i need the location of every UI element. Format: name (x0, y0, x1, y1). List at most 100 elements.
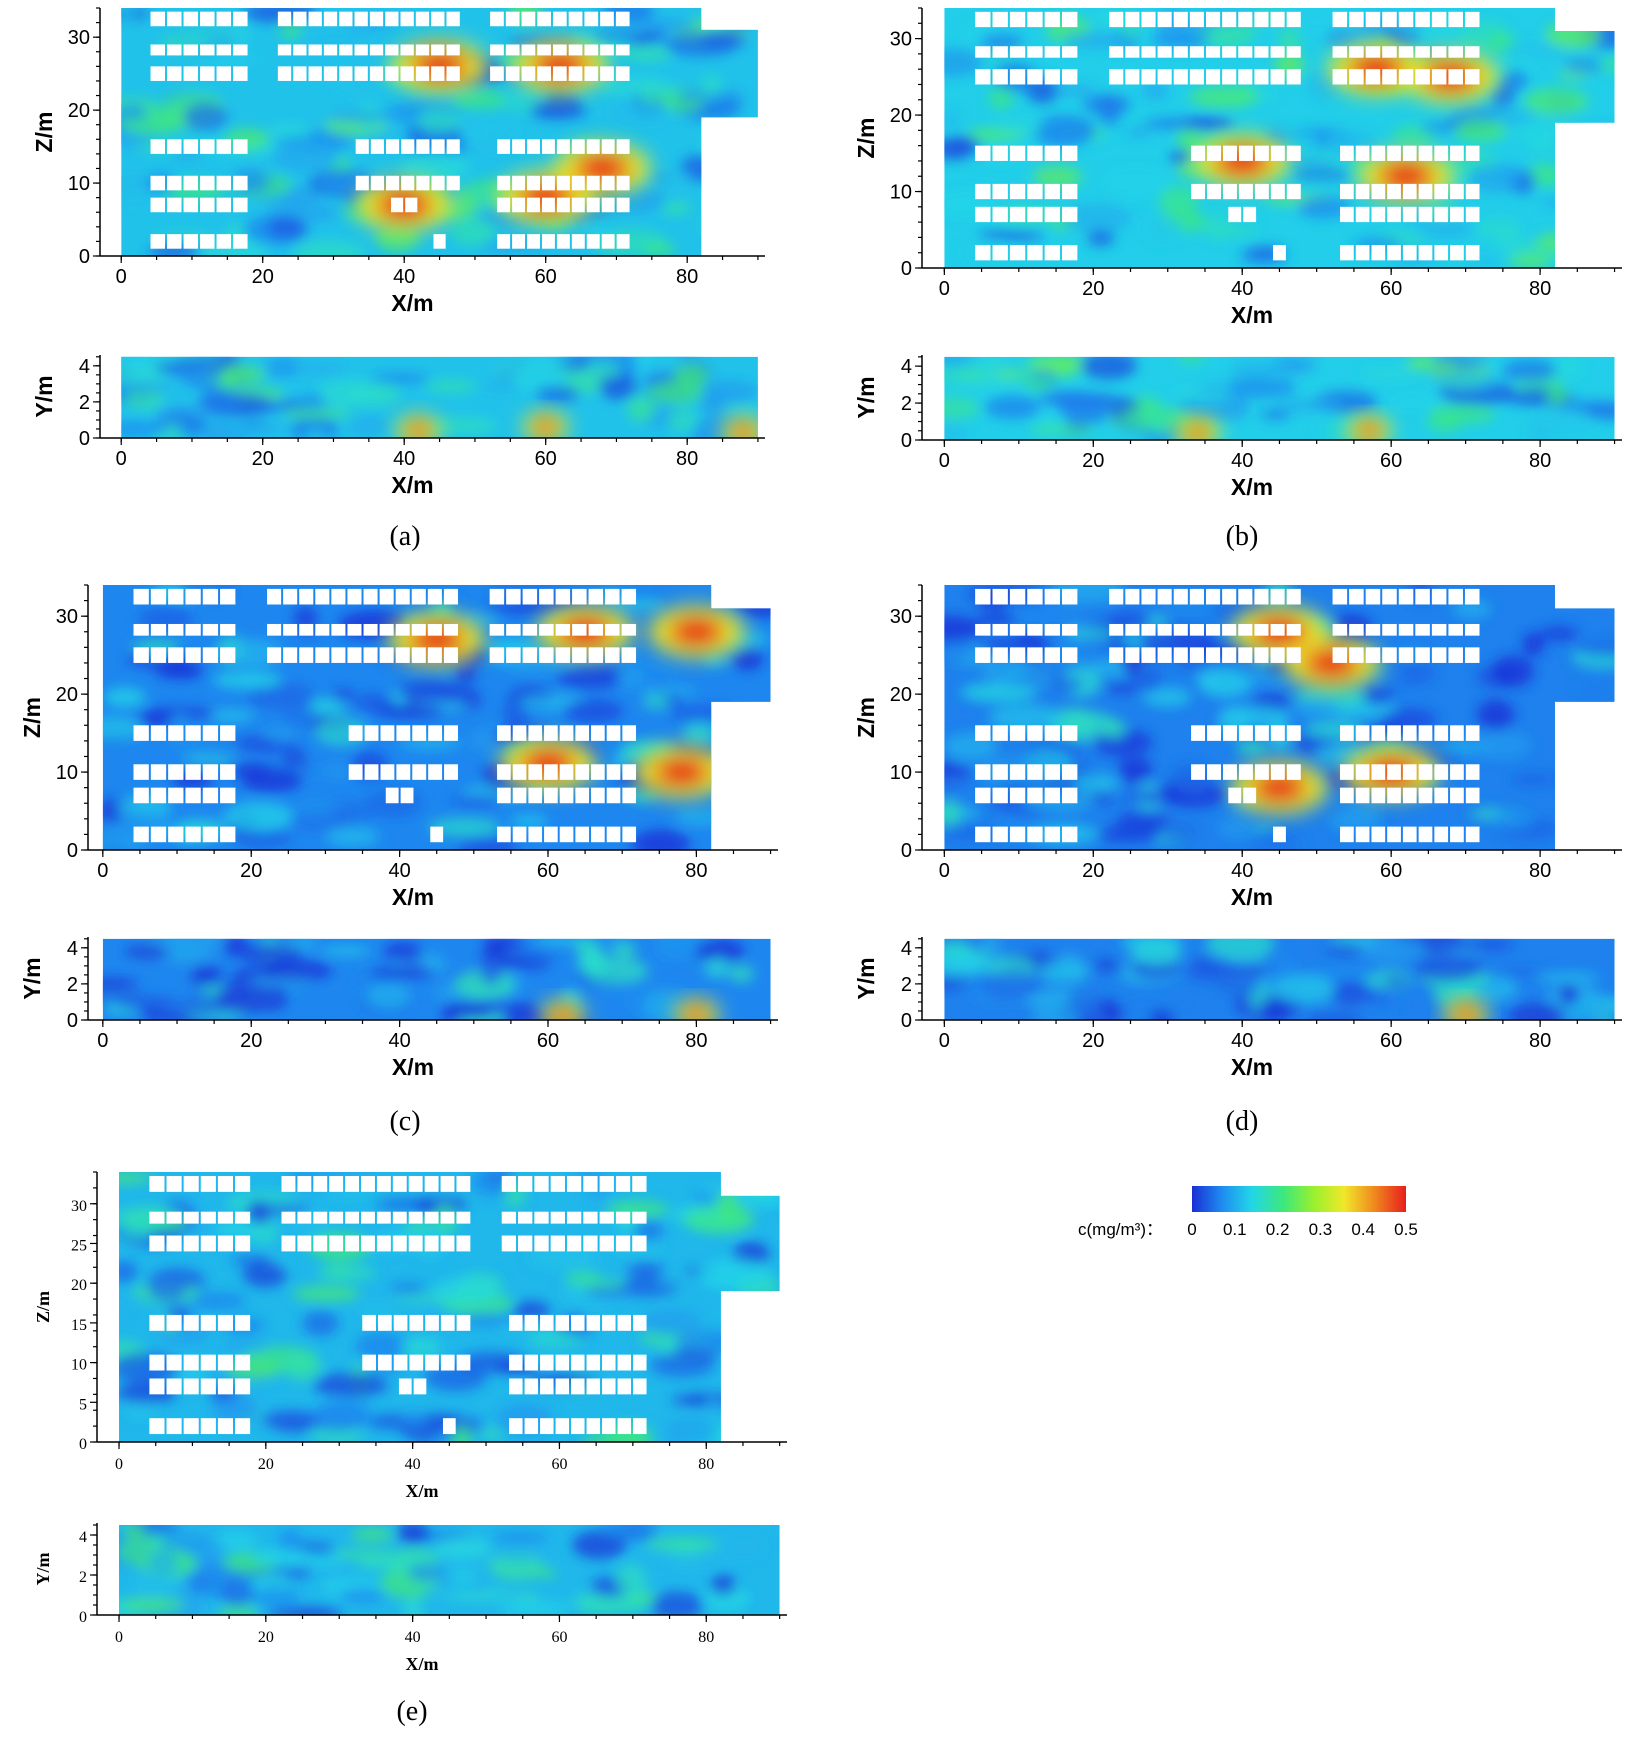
rack-cell (1009, 183, 1026, 200)
y-tick-label: 0 (79, 1436, 87, 1453)
rack-cell (1332, 46, 1348, 58)
rack-cell (424, 1211, 439, 1224)
rack-cell (975, 725, 991, 741)
field-blob (369, 967, 437, 979)
y-axis-title: Y/m (33, 1553, 53, 1586)
rack-cell (571, 1418, 585, 1435)
y-tick-label: 4 (79, 356, 90, 378)
field-blob (1388, 396, 1461, 409)
rack-cell (1027, 46, 1043, 58)
rack-cell (168, 764, 184, 780)
y-tick-label: 20 (890, 105, 912, 127)
rack-cell (1027, 11, 1043, 28)
rack-cell (540, 1378, 554, 1395)
rack-cell (1044, 46, 1061, 58)
rack-cell (599, 1211, 614, 1224)
field-blob (483, 1542, 559, 1561)
rack-cell (408, 1211, 423, 1224)
rack-cell (1207, 764, 1221, 780)
x-tick-label: 20 (258, 1456, 274, 1473)
rack-cell (220, 826, 236, 843)
rack-cell (299, 588, 314, 605)
x-tick-label: 20 (1082, 1030, 1104, 1052)
field-blob (265, 358, 303, 377)
field-blob (261, 727, 299, 739)
rack-cell (1044, 725, 1061, 741)
rack-cell (541, 234, 555, 249)
x-tick-label: 0 (97, 860, 108, 882)
field-blob (502, 945, 564, 960)
rack-cell (1223, 764, 1237, 780)
field-blob (1032, 164, 1082, 190)
rack-cell (345, 1175, 360, 1192)
field-blob (484, 604, 546, 614)
rack-cell (1415, 69, 1430, 85)
rack-cell (1173, 647, 1188, 663)
field-blob (572, 1530, 627, 1560)
field-blob (456, 838, 519, 850)
rack-cell (217, 1175, 234, 1192)
rack-cell (975, 826, 991, 843)
rack-cell (541, 175, 555, 191)
field-blob (732, 646, 764, 671)
rack-cell (313, 1175, 328, 1192)
x-axis-title: X/m (391, 472, 433, 498)
field-blob (282, 703, 317, 728)
rack-cell (440, 1354, 455, 1371)
rack-cell (377, 1354, 392, 1371)
hotspots (1175, 414, 1391, 441)
rack-cell (133, 588, 149, 605)
rack-cell (544, 725, 558, 741)
rack-cell (601, 139, 615, 154)
x-tick-label: 60 (1380, 278, 1402, 300)
field-blob (257, 1410, 320, 1427)
rack-cell (133, 826, 149, 843)
y-tick-label: 30 (890, 29, 912, 51)
rack-cell (1062, 69, 1078, 85)
hotspot-core (1455, 1004, 1476, 1020)
rack-cell (975, 787, 991, 804)
rack-cell (185, 647, 201, 663)
x-tick-label: 80 (1529, 1030, 1551, 1052)
rack-cell (1434, 183, 1449, 200)
rack-cell (293, 66, 307, 81)
storage-racks (975, 11, 1480, 261)
rack-cell (497, 197, 511, 213)
rack-cell (150, 66, 166, 81)
field-blob (977, 612, 1017, 625)
rack-cell (1402, 183, 1417, 200)
rack-cell (568, 11, 583, 27)
field-blob (1131, 939, 1182, 967)
field-blob (450, 1424, 473, 1442)
rack-cell (1398, 46, 1414, 58)
rack-cell (202, 647, 219, 663)
rack-cell (1365, 46, 1381, 58)
field-blob (584, 957, 649, 985)
field-blob (1468, 730, 1533, 760)
rack-cell (1365, 11, 1381, 28)
rack-cell (622, 764, 637, 780)
field-blob (1491, 58, 1537, 70)
rack-cell (992, 145, 1008, 161)
rack-cell (975, 145, 991, 161)
field-blob (621, 46, 672, 62)
field-blob (221, 1340, 269, 1352)
rack-cell (235, 1378, 251, 1395)
rack-cell (1062, 183, 1078, 200)
rack-cell (1340, 826, 1354, 843)
rack-cell (377, 1314, 392, 1331)
rack-cell (392, 1211, 407, 1224)
field-blob (401, 1337, 442, 1358)
field-blob (433, 1277, 500, 1305)
rack-cell (1189, 11, 1204, 28)
field-blob (944, 110, 961, 131)
rack-cell (539, 588, 554, 605)
rack-cell (433, 234, 446, 249)
y-tick-label: 0 (901, 1010, 912, 1032)
rack-cell (512, 197, 526, 213)
rack-cell (1418, 206, 1433, 223)
rack-cell (185, 764, 201, 780)
y-axis-title: Y/m (853, 376, 879, 418)
rack-cell (293, 44, 307, 56)
colorbar-tick-label: 0.5 (1394, 1220, 1418, 1239)
